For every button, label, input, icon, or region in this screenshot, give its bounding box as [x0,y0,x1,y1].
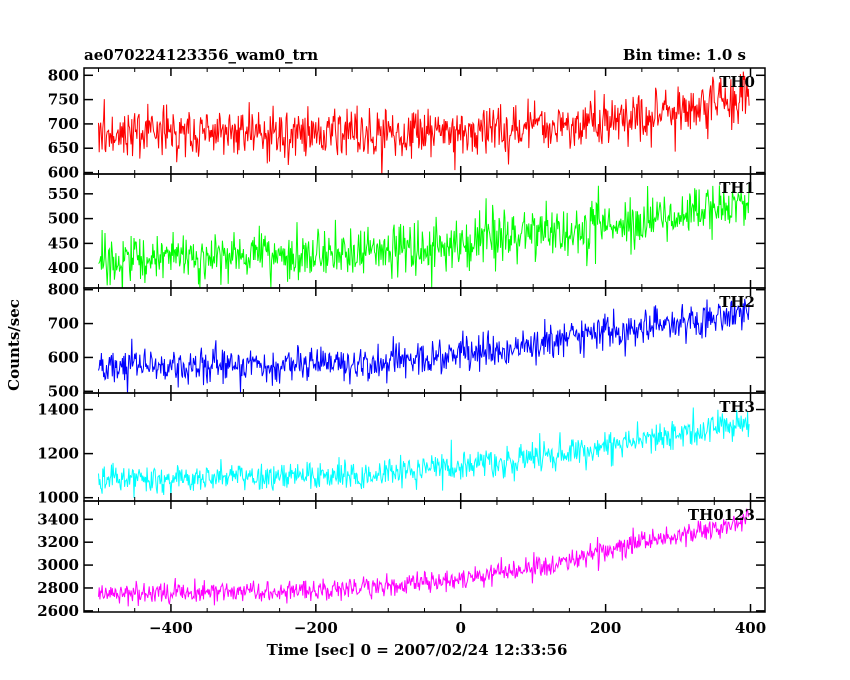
series-line-th1 [98,183,750,288]
y-tick-label: 600 [48,348,79,366]
y-tick-label: 700 [48,315,79,333]
panels: 600 650 700 750 800 TH0 400 450 500 550 TH1 500 600 7… [37,66,766,620]
y-tick-label: 3200 [37,533,79,551]
panel-th0: 600 650 700 750 800 TH0 [48,66,766,182]
y-tick-label: 450 [48,234,79,252]
series-label-th1: TH1 [719,179,755,197]
panel-th2: 500 600 700 800 TH2 [48,281,766,400]
x-tick-label: 400 [735,619,766,637]
series-label-th2: TH2 [719,293,755,311]
y-tick-label: 2800 [37,579,79,597]
series-line-th0 [98,71,750,174]
y-tick-label: 800 [48,66,79,84]
y-tick-label: 400 [48,259,79,277]
y-tick-label: 2600 [37,602,79,620]
y-tick-label: 700 [48,115,79,133]
series-line-th2 [98,297,750,393]
panel-frame [83,392,766,502]
panel-th1: 400 450 500 550 TH1 [48,173,766,289]
panel-th3: 1000 1200 1400 TH3 [37,392,766,507]
x-tick-label: 200 [590,619,621,637]
y-tick-label: 1400 [37,401,79,419]
y-tick-label: 3000 [37,556,79,574]
y-axis-label: Counts/sec [5,299,23,391]
x-tick-label: 0 [456,619,466,637]
y-tick-label: 600 [48,164,79,182]
x-axis-label: Time [sec] 0 = 2007/02/24 12:33:56 [267,641,568,659]
x-tick-label: −400 [149,619,193,637]
panel-th0123: 2600 2800 3000 3200 3400 TH0123 [37,500,766,620]
x-tick-label: −200 [294,619,338,637]
y-tick-label: 800 [48,281,79,299]
y-tick-label: 1200 [37,445,79,463]
y-tick-label: 550 [48,185,79,203]
series-line-th3 [98,407,750,498]
y-tick-label: 3400 [37,510,79,528]
x-axis: −400 −200 0 200 400 [149,619,766,637]
y-tick-label: 500 [48,210,79,228]
bin-time-label: Bin time: 1.0 s [623,46,746,64]
y-tick-label: 650 [48,139,79,157]
panel-frame [83,173,766,289]
y-tick-label: 1000 [37,489,79,507]
series-label-th0123: TH0123 [688,506,755,524]
series-line-th0123 [98,508,750,607]
series-label-th0: TH0 [719,73,755,91]
series-label-th3: TH3 [719,398,755,416]
chart-title: ae070224123356_wam0_trn [84,46,318,64]
panel-frame [83,287,766,394]
y-tick-label: 500 [48,382,79,400]
y-tick-label: 750 [48,91,79,109]
